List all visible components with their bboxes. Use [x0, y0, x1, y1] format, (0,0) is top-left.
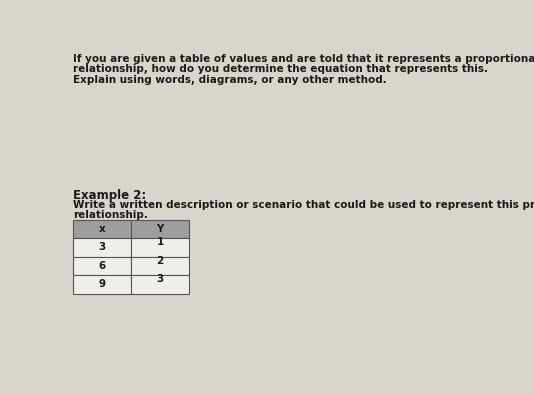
- Text: If you are given a table of values and are told that it represents a proportiona: If you are given a table of values and a…: [73, 54, 534, 64]
- Bar: [73, 275, 131, 294]
- Bar: [131, 275, 189, 294]
- Bar: [131, 238, 189, 257]
- Bar: [131, 220, 189, 238]
- Text: 1: 1: [156, 237, 164, 247]
- Text: 2: 2: [156, 256, 164, 266]
- Text: Y: Y: [156, 224, 164, 234]
- Bar: [73, 220, 131, 238]
- Bar: [73, 257, 131, 275]
- Text: x: x: [99, 224, 105, 234]
- Text: 3: 3: [98, 242, 106, 253]
- Bar: [131, 257, 189, 275]
- Text: Explain using words, diagrams, or any other method.: Explain using words, diagrams, or any ot…: [73, 75, 387, 85]
- Text: 6: 6: [98, 261, 106, 271]
- Text: 9: 9: [98, 279, 106, 290]
- Text: relationship, how do you determine the equation that represents this.: relationship, how do you determine the e…: [73, 64, 488, 74]
- Bar: [73, 238, 131, 257]
- Text: relationship.: relationship.: [73, 210, 148, 220]
- Text: Example 2:: Example 2:: [73, 189, 146, 202]
- Text: Write a written description or scenario that could be used to represent this pro: Write a written description or scenario …: [73, 200, 534, 210]
- Text: 3: 3: [156, 274, 164, 284]
